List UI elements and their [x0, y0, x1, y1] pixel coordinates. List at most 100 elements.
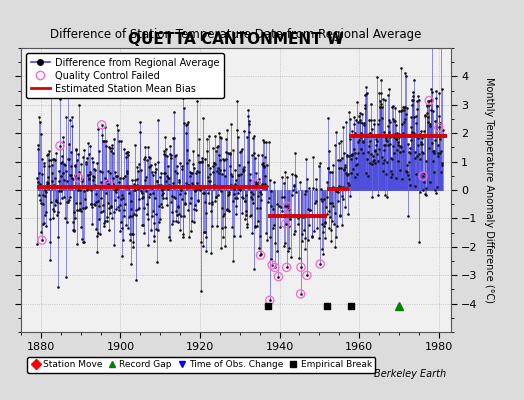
- Point: [199, 190, 207, 196]
- Point: [170, 153, 179, 160]
- Point: [334, 189, 342, 196]
- Point: [70, 214, 79, 221]
- Point: [139, 185, 147, 192]
- Point: [154, 226, 162, 233]
- Point: [73, 157, 82, 164]
- Point: [75, 169, 83, 175]
- Point: [196, 184, 204, 191]
- Point: [176, 226, 184, 233]
- Point: [122, 222, 130, 229]
- Point: [164, 163, 172, 169]
- Point: [223, 150, 232, 156]
- Point: [70, 227, 79, 234]
- Point: [359, 150, 367, 156]
- Point: [386, 134, 395, 140]
- Point: [35, 170, 43, 176]
- Point: [210, 160, 219, 166]
- Point: [347, 151, 356, 157]
- Point: [139, 222, 147, 228]
- Point: [402, 167, 410, 174]
- Point: [337, 138, 345, 145]
- Point: [115, 228, 124, 235]
- Point: [165, 182, 173, 188]
- Point: [381, 97, 390, 103]
- Point: [301, 213, 310, 219]
- Point: [406, 182, 414, 188]
- Point: [66, 194, 74, 201]
- Point: [393, 130, 401, 136]
- Point: [174, 178, 183, 185]
- Point: [356, 117, 365, 124]
- Point: [255, 175, 264, 182]
- Point: [223, 206, 231, 212]
- Point: [251, 155, 259, 162]
- Point: [260, 163, 268, 169]
- Point: [168, 209, 177, 216]
- Point: [37, 228, 45, 235]
- Point: [234, 190, 243, 197]
- Point: [214, 191, 222, 198]
- Point: [86, 169, 94, 175]
- Point: [281, 220, 290, 227]
- Point: [324, 148, 333, 154]
- Point: [72, 200, 80, 206]
- Point: [35, 192, 43, 198]
- Point: [395, 130, 403, 137]
- Point: [82, 158, 90, 165]
- Point: [397, 144, 405, 150]
- Point: [115, 206, 124, 213]
- Point: [379, 96, 387, 103]
- Point: [214, 165, 223, 171]
- Point: [51, 175, 59, 181]
- Point: [381, 142, 389, 148]
- Point: [217, 170, 226, 177]
- Point: [60, 176, 69, 183]
- Point: [41, 212, 49, 218]
- Point: [241, 216, 249, 222]
- Point: [288, 171, 297, 177]
- Point: [205, 178, 214, 184]
- Point: [270, 264, 279, 271]
- Point: [302, 155, 310, 162]
- Point: [101, 218, 110, 224]
- Point: [337, 184, 346, 190]
- Point: [220, 210, 228, 217]
- Point: [169, 135, 177, 141]
- Point: [61, 162, 69, 168]
- Point: [52, 150, 60, 156]
- Point: [225, 208, 233, 214]
- Point: [246, 212, 255, 218]
- Point: [399, 148, 408, 154]
- Point: [146, 155, 155, 162]
- Point: [188, 182, 196, 188]
- Point: [202, 210, 210, 216]
- Point: [90, 200, 98, 207]
- Point: [149, 172, 157, 179]
- Point: [198, 182, 206, 189]
- Point: [84, 172, 92, 178]
- Point: [214, 130, 223, 136]
- Point: [109, 150, 117, 156]
- Point: [359, 119, 368, 126]
- Point: [224, 192, 232, 198]
- Point: [102, 190, 110, 196]
- Point: [198, 159, 206, 165]
- Point: [438, 126, 446, 133]
- Point: [199, 243, 208, 250]
- Point: [227, 170, 235, 177]
- Point: [54, 284, 62, 290]
- Point: [250, 266, 258, 272]
- Point: [83, 184, 91, 191]
- Point: [80, 239, 89, 246]
- Point: [395, 108, 403, 114]
- Point: [422, 102, 431, 108]
- Point: [390, 150, 399, 156]
- Point: [150, 160, 159, 167]
- Point: [202, 248, 211, 254]
- Point: [420, 178, 429, 185]
- Point: [314, 234, 323, 241]
- Point: [104, 181, 113, 187]
- Point: [43, 152, 51, 158]
- Point: [88, 155, 96, 162]
- Point: [181, 200, 190, 206]
